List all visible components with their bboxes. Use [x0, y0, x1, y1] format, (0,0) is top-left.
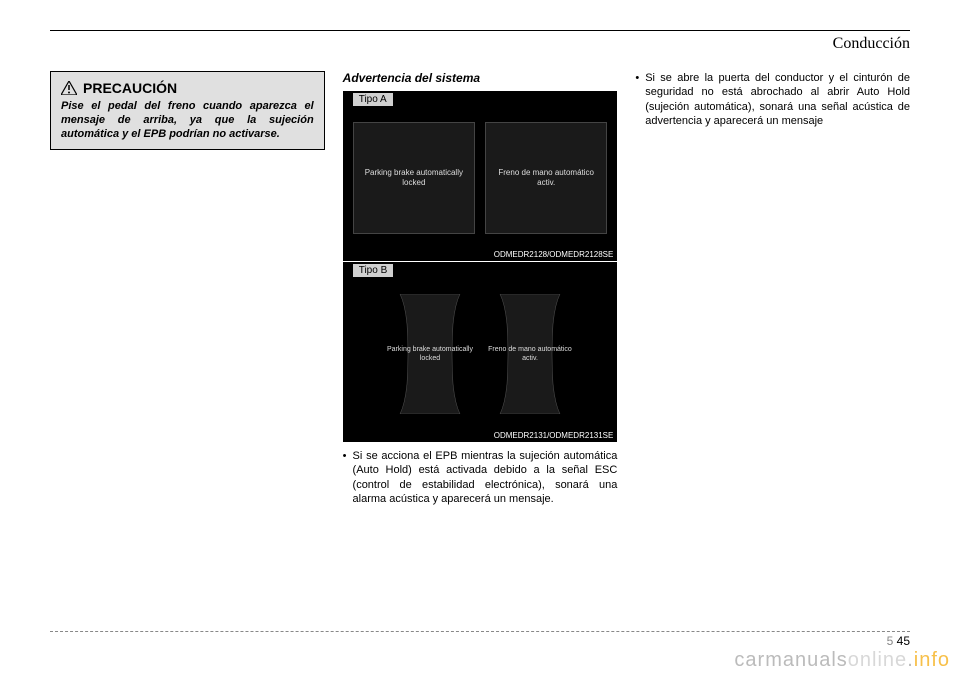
warning-icon — [61, 81, 77, 95]
header-rule — [50, 30, 910, 31]
caution-box: PRECAUCIÓN Pise el pedal del freno cuand… — [50, 71, 325, 150]
watermark-c: info — [914, 649, 950, 671]
caution-body: Pise el pedal del freno cuando aparezca … — [61, 100, 314, 141]
page-number: 5 45 — [50, 634, 910, 648]
section-number: 5 — [887, 634, 894, 648]
column-3: • Si se abre la puerta del conductor y e… — [635, 71, 910, 506]
tipo-b-header: ■Tipo B — [343, 262, 618, 279]
screen-b-en: Parking brake automatically locked — [385, 294, 475, 414]
screen-a-es: Freno de mano automático activ. — [485, 122, 607, 234]
tipo-a-header: ■Tipo A — [343, 91, 618, 108]
page-header: Conducción — [50, 35, 910, 53]
screen-a-en: Parking brake automatically locked — [353, 122, 475, 234]
footer-dashed-rule — [50, 631, 910, 632]
figure-a-code: ODMEDR2128/ODMEDR2128SE — [343, 248, 618, 262]
tipo-b-label: Tipo B — [353, 264, 394, 277]
figure-a: Parking brake automatically locked Freno… — [343, 108, 618, 248]
figure-b-code: ODMEDR2131/ODMEDR2131SE — [343, 429, 618, 443]
section-title: Advertencia del sistema — [343, 71, 618, 85]
caution-header: PRECAUCIÓN — [61, 80, 314, 96]
column-2: Advertencia del sistema ■Tipo A Parking … — [343, 71, 618, 506]
screen-b-en-text: Parking brake automatically locked — [385, 345, 475, 363]
bullet-dot-icon: • — [343, 449, 347, 506]
page-num: 45 — [897, 634, 910, 648]
screen-b-es-text: Freno de mano automático activ. — [485, 345, 575, 363]
footer: 5 45 — [50, 631, 910, 648]
bullet-dot-icon: • — [635, 71, 639, 128]
watermark-a: carmanuals — [734, 649, 847, 671]
watermark-b: online — [848, 649, 907, 671]
column-1: PRECAUCIÓN Pise el pedal del freno cuand… — [50, 71, 325, 506]
col2-bullet: • Si se acciona el EPB mientras la sujec… — [343, 449, 618, 506]
caution-label: PRECAUCIÓN — [83, 80, 177, 96]
col3-bullet-text: Si se abre la puerta del conductor y el … — [645, 71, 910, 128]
figure-b: Parking brake automatically locked Freno… — [343, 279, 618, 429]
tipo-a-label: Tipo A — [353, 93, 393, 106]
col2-bullet-text: Si se acciona el EPB mientras la sujeció… — [353, 449, 618, 506]
screen-b-es: Freno de mano automático activ. — [485, 294, 575, 414]
col3-bullet: • Si se abre la puerta del conductor y e… — [635, 71, 910, 128]
watermark: carmanualsonline.info — [734, 649, 950, 672]
content-columns: PRECAUCIÓN Pise el pedal del freno cuand… — [50, 71, 910, 506]
